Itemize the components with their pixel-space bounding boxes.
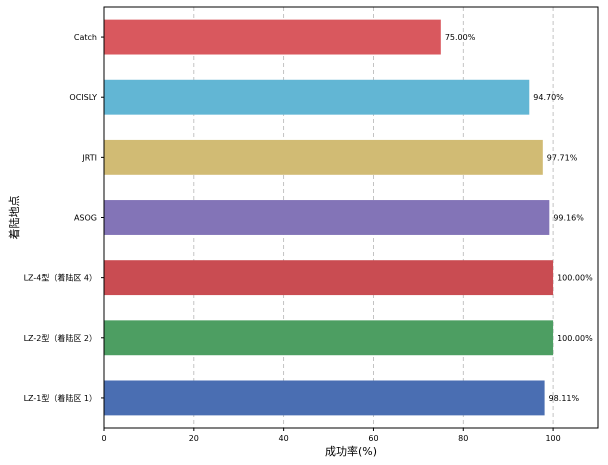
y-tick-label: LZ-2型（着陆区 2） <box>24 333 97 343</box>
y-ticks: Catch OCISLY JRTI ASOG LZ-4型（着陆区 4） LZ-2型（着陆区… <box>24 33 104 403</box>
bar <box>104 19 441 55</box>
x-tick-label: 20 <box>189 434 199 443</box>
bar <box>104 79 530 115</box>
x-ticks: 0 20 40 60 80 100 <box>101 428 561 443</box>
data-labels: 75.00% 94.70% 97.71% 99.16% 100.00% 100.00% 98… <box>445 33 593 403</box>
y-tick-label: LZ-1型（着陆区 1） <box>24 393 97 403</box>
bar <box>104 260 554 296</box>
bar <box>104 200 550 235</box>
x-tick-label: 60 <box>368 434 378 443</box>
x-axis-title: 成功率(%) <box>325 444 377 458</box>
bar <box>104 320 554 356</box>
y-tick-label: ASOG <box>74 214 97 223</box>
y-tick-label: Catch <box>74 33 97 42</box>
data-label: 94.70% <box>533 93 564 102</box>
x-tick-label: 0 <box>101 434 106 443</box>
bar <box>104 139 543 175</box>
bars <box>104 19 554 416</box>
y-tick-label: OCISLY <box>69 93 97 102</box>
y-tick-label: JRTI <box>81 153 97 162</box>
y-tick-label: LZ-4型（着陆区 4） <box>24 273 97 283</box>
data-label: 75.00% <box>445 33 476 42</box>
y-axis-title: 着陆地点 <box>7 196 21 240</box>
data-label: 98.11% <box>549 394 580 403</box>
x-tick-label: 100 <box>545 434 560 443</box>
data-label: 100.00% <box>557 274 593 283</box>
data-label: 99.16% <box>553 214 584 223</box>
data-label: 100.00% <box>557 334 593 343</box>
bar <box>104 380 545 416</box>
x-tick-label: 40 <box>279 434 289 443</box>
x-tick-label: 80 <box>458 434 468 443</box>
data-label: 97.71% <box>547 153 578 162</box>
